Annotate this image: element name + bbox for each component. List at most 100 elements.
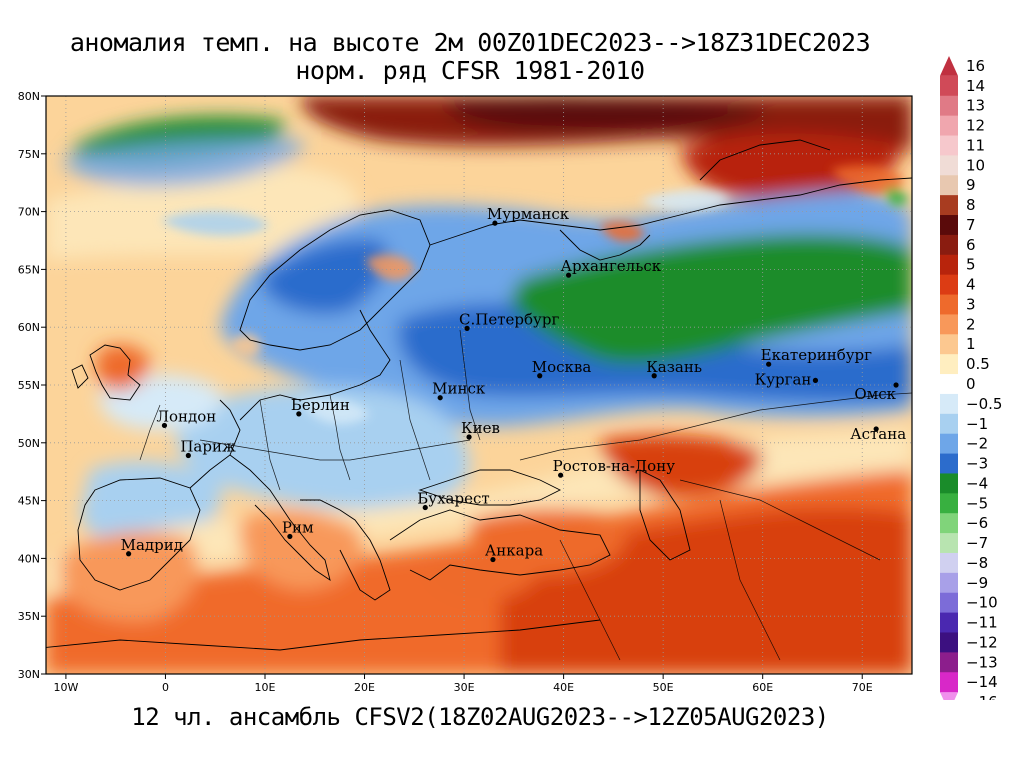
colorbar-label: −16 (966, 693, 998, 700)
colorbar-swatch (940, 433, 958, 455)
colorbar-label: 7 (966, 216, 976, 234)
lat-tick-label: 35N (18, 610, 40, 623)
city-marker (537, 373, 543, 379)
city-marker (490, 556, 496, 563)
colorbar-swatch (940, 374, 958, 395)
colorbar-label: 5 (966, 256, 976, 274)
colorbar-label: 4 (966, 276, 976, 294)
lat-tick-label: 75N (18, 148, 40, 161)
colorbar-swatch (940, 215, 958, 236)
colorbar-swatch (940, 413, 958, 435)
colorbar-label: −6 (966, 514, 988, 532)
colorbar-label: 0 (966, 375, 976, 393)
lon-tick-label: 70E (852, 681, 873, 694)
colorbar-label: 9 (966, 176, 976, 194)
gridlines (46, 96, 912, 674)
colorbar-swatch (940, 294, 958, 315)
lat-tick-label: 50N (18, 437, 40, 450)
city-label: Киев (461, 419, 500, 437)
lat-tick-label: 55N (18, 379, 40, 392)
city-label: С.Петербург (459, 310, 559, 328)
anomaly-map: 10W 0 10E 20E 30E 40E 50E 60E 70E 30N 35N 40N 45N 50N… (18, 56, 1002, 700)
colorbar-swatch (940, 195, 958, 216)
colorbar-swatch (940, 572, 958, 594)
lon-tick-label: 0 (162, 681, 169, 694)
city-label: Мурманск (487, 205, 570, 223)
lat-tick-label: 30N (18, 668, 40, 681)
colorbar-swatch (940, 155, 958, 176)
city-label: Ростов-на-Дону (553, 457, 676, 475)
colorbar-swatch (940, 334, 958, 355)
lat-tick-label: 70N (18, 206, 40, 219)
colorbar-swatch (940, 274, 958, 296)
city-marker (873, 426, 879, 432)
colorbar-swatch (940, 453, 958, 474)
lon-tick-label: 30E (454, 681, 475, 694)
anomaly-field (46, 96, 912, 674)
colorbar-arrow-top (940, 56, 958, 76)
city-label: Архангельск (561, 257, 662, 275)
colorbar-swatch (940, 612, 958, 633)
city-label: Астана (850, 425, 906, 443)
colorbar-label: 14 (966, 77, 985, 95)
colorbar-swatch (940, 254, 958, 276)
colorbar-label: −0.5 (966, 395, 1002, 413)
lon-tick-label: 60E (752, 681, 773, 694)
city-label: Анкара (485, 542, 543, 560)
colorbar-swatch (940, 354, 958, 375)
city-marker (296, 411, 302, 417)
lon-tick-label: 40E (553, 681, 574, 694)
colorbar-label: −13 (966, 653, 998, 671)
lat-tick-label: 45N (18, 495, 40, 508)
city-marker (812, 377, 819, 383)
city-label: Берлин (291, 396, 350, 414)
city-label: Омск (854, 385, 896, 403)
colorbar-swatch (940, 473, 958, 494)
city-marker (893, 382, 899, 388)
lat-tick-label: 80N (18, 90, 40, 103)
ensemble-footer: 12 чл. ансамбль CFSV2(18Z02AUG2023-->12Z… (131, 703, 829, 731)
city-marker (287, 533, 293, 540)
colorbar-swatch (940, 393, 958, 415)
lon-tick-label: 10E (255, 681, 276, 694)
city-label: Париж (180, 438, 236, 456)
city-marker (126, 551, 132, 557)
lon-tick-label: 20E (354, 681, 375, 694)
colorbar-label: 0.5 (966, 355, 990, 373)
city-label: Бухарест (417, 490, 489, 508)
colorbar-swatch (940, 175, 958, 196)
map-title-line1: аномалия темп. на высоте 2м 00Z01DEC2023… (69, 28, 871, 57)
colorbar-label: 3 (966, 295, 976, 313)
colorbar-label: 16 (966, 57, 985, 75)
colorbar-swatch (940, 632, 958, 653)
colorbar-swatch (940, 533, 958, 554)
colorbar-label: −11 (966, 614, 998, 632)
colorbar-swatch (940, 493, 958, 514)
map-title-line2: норм. ряд CFSR 1981-2010 (295, 56, 645, 85)
city-marker (161, 422, 168, 429)
city-marker (422, 504, 428, 511)
colorbar-swatch (940, 95, 958, 117)
colorbar-label: −1 (966, 415, 988, 433)
colorbar-label: −2 (966, 435, 988, 453)
colorbar-label: −14 (966, 673, 998, 691)
colorbar-label: 13 (966, 97, 985, 115)
colorbar-label: 6 (966, 236, 976, 254)
colorbar-swatch (940, 135, 958, 156)
colorbar-swatch (940, 652, 958, 673)
colorbar-label: 8 (966, 196, 976, 214)
city-label: Рим (282, 518, 314, 536)
city-marker (466, 434, 472, 440)
colorbar-label: −8 (966, 554, 988, 572)
colorbar-label: −7 (966, 534, 988, 552)
city-labels: Мурманск Архангельск С.Петербург Москва Каза… (121, 205, 906, 563)
colorbar-arrow-bottom (940, 692, 958, 700)
colorbar-label: 12 (966, 117, 985, 135)
borders (139, 329, 912, 661)
colorbar-label: −4 (966, 474, 988, 492)
colorbar-swatch (940, 314, 958, 335)
city-marker (558, 472, 564, 478)
lat-tick-label: 65N (18, 263, 40, 276)
colorbar-label: −10 (966, 594, 998, 612)
